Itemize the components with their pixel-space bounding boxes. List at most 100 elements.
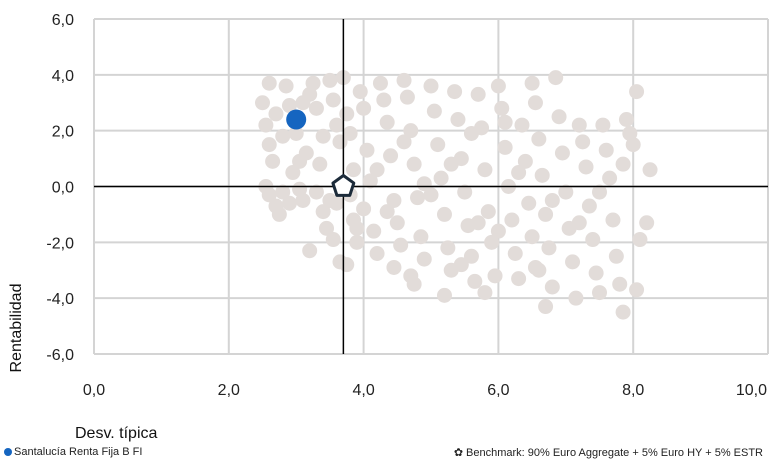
peer-point <box>521 195 537 211</box>
fund-point <box>286 109 307 130</box>
peer-point <box>261 75 277 91</box>
peer-point <box>443 156 459 172</box>
peer-point <box>396 134 412 150</box>
peer-point <box>362 173 378 189</box>
peer-point <box>554 145 570 161</box>
peer-point <box>629 84 645 100</box>
peer-point <box>386 259 402 275</box>
fund-dot-icon <box>4 448 12 456</box>
peer-point <box>565 254 581 270</box>
peer-point <box>261 187 277 203</box>
peer-point <box>453 257 469 273</box>
peer-point <box>288 125 304 141</box>
peer-point <box>511 271 527 287</box>
peer-point <box>393 237 409 253</box>
peer-point <box>487 268 503 284</box>
peer-point <box>423 78 439 94</box>
peer-point <box>470 215 486 231</box>
peer-point <box>322 72 338 88</box>
peer-point <box>494 100 510 116</box>
peer-point <box>527 95 543 111</box>
peer-point <box>531 131 547 147</box>
peer-point <box>538 206 554 222</box>
peer-point <box>308 184 324 200</box>
peer-point <box>578 159 594 175</box>
peer-point <box>342 125 358 141</box>
peer-point <box>281 195 297 211</box>
x-tick-label: 10,0 <box>736 382 767 399</box>
y-tick-label: -4,0 <box>46 291 74 308</box>
peer-point <box>339 257 355 273</box>
y-tick-label: -2,0 <box>46 235 74 252</box>
peer-point <box>625 137 641 153</box>
peer-point <box>410 190 426 206</box>
legend-fund: Santalucía Renta Fija B FI <box>4 446 142 458</box>
peer-point <box>605 212 621 228</box>
peer-point <box>618 112 634 127</box>
peer-point <box>325 92 341 108</box>
peer-point <box>379 114 395 130</box>
peer-point <box>592 184 607 200</box>
y-axis-ticks: 6,0 4,0 2,0 0,0 -2,0 -4,0 -6,0 <box>46 12 74 364</box>
peer-point <box>507 246 523 261</box>
peer-point <box>612 276 628 292</box>
peer-point <box>581 198 597 214</box>
peer-point <box>517 153 533 169</box>
y-tick-label: 0,0 <box>52 180 74 197</box>
peer-point <box>399 89 415 105</box>
peer-point <box>403 123 419 139</box>
peer-point <box>585 232 601 248</box>
peer-point <box>389 215 405 231</box>
peer-point <box>396 72 412 88</box>
peer-point <box>349 220 365 236</box>
peer-point <box>366 223 382 239</box>
peer-point <box>356 100 372 116</box>
peer-point <box>356 201 372 217</box>
peer-point <box>514 117 530 133</box>
peer-point <box>497 114 513 130</box>
peer-point <box>524 75 540 91</box>
peer-point <box>436 206 452 222</box>
peer-point <box>278 78 294 94</box>
peer-point <box>430 137 446 153</box>
y-tick-label: 2,0 <box>52 124 74 141</box>
x-tick-label: 0,0 <box>83 382 105 399</box>
peer-point <box>302 243 318 259</box>
peer-point <box>416 251 432 267</box>
peer-point <box>467 273 483 289</box>
peer-point <box>480 204 496 220</box>
peer-point <box>511 165 527 181</box>
peer-point <box>463 125 479 141</box>
legend-fund-label: Santalucía Renta Fija B FI <box>14 446 143 458</box>
peer-point <box>575 134 591 150</box>
legend-benchmark: ✿ Benchmark: 90% Euro Aggregate + 5% Euro… <box>454 446 763 459</box>
peer-point <box>436 287 452 303</box>
x-tick-label: 8,0 <box>622 382 644 399</box>
peer-point <box>463 248 479 264</box>
x-axis-title: Desv. típica <box>75 425 158 442</box>
peer-point <box>372 75 388 91</box>
peer-point <box>595 117 611 133</box>
peer-point <box>450 112 466 127</box>
peer-point <box>470 86 486 102</box>
peer-point <box>265 153 281 169</box>
peer-point <box>271 206 287 222</box>
peer-point <box>592 285 607 301</box>
highlight-points <box>286 109 356 197</box>
peer-point <box>413 229 429 245</box>
peer-point <box>292 153 308 169</box>
x-tick-label: 4,0 <box>352 382 374 399</box>
peer-point <box>261 137 277 153</box>
peer-point <box>423 187 439 203</box>
peer-point <box>322 192 338 208</box>
x-axis-ticks: 0,0 2,0 4,0 6,0 8,0 10,0 <box>83 382 767 399</box>
peer-point <box>504 212 520 228</box>
peer-point <box>568 290 584 306</box>
crosshair-axes <box>94 19 768 354</box>
peer-point <box>426 103 442 119</box>
peer-point <box>457 184 473 200</box>
peer-point <box>608 248 624 264</box>
peer-point <box>275 184 291 200</box>
peer-point <box>305 75 321 91</box>
peer-point <box>524 229 540 245</box>
